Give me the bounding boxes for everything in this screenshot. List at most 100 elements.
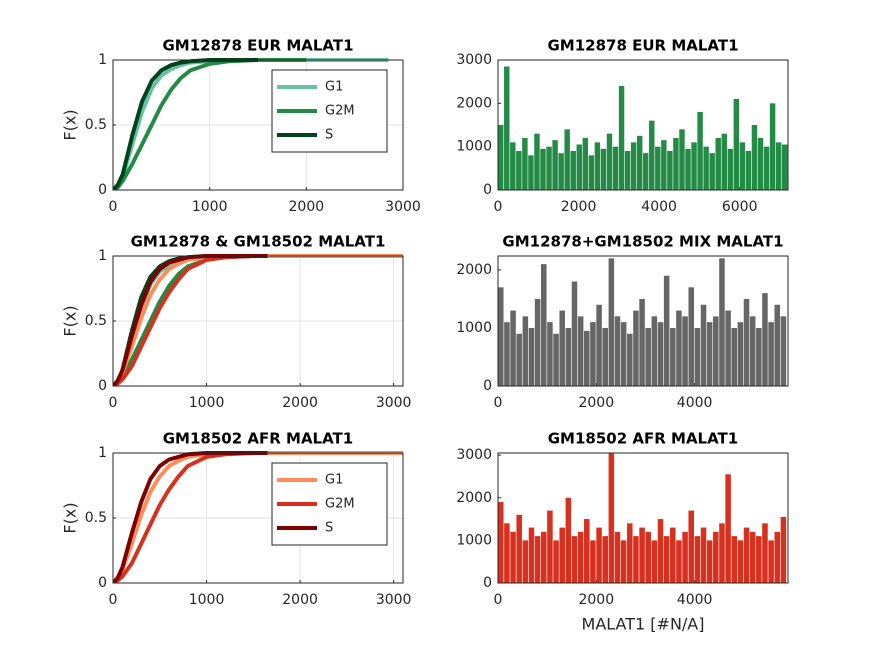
- bar: [558, 153, 564, 190]
- y-tick-label: 3000: [456, 447, 492, 463]
- bar: [594, 142, 601, 190]
- bar: [582, 138, 589, 190]
- subplot: 0 2000 4000 6000 0 1000 2000 3000 GM12878 EUR MA…: [456, 37, 789, 215]
- y-axis-label: F(x): [61, 305, 80, 336]
- bar: [682, 316, 688, 386]
- y-tick-label: 2000: [456, 490, 492, 506]
- bar: [620, 540, 627, 583]
- legend-label: G2M: [325, 104, 355, 119]
- bar: [685, 148, 691, 190]
- y-tick-label: 0: [98, 182, 107, 198]
- axes-frame: [497, 255, 789, 387]
- bar: [498, 125, 504, 190]
- bar: [504, 523, 510, 583]
- bar: [682, 531, 688, 583]
- x-tick-label: 0: [109, 395, 118, 411]
- bar: [639, 298, 645, 386]
- y-tick-label: 1: [98, 248, 107, 264]
- bar: [763, 146, 770, 190]
- legend: G1 G2M S: [271, 462, 388, 546]
- subplot-title: GM12878 & GM18502 MALAT1: [131, 233, 386, 251]
- subplot: 0 2000 4000 0 1000 2000 3000 GM18502 AFR MALAT1…: [456, 430, 789, 634]
- bar: [541, 264, 547, 386]
- bar: [608, 258, 615, 386]
- bar: [606, 133, 613, 190]
- bar: [614, 531, 621, 583]
- bar: [590, 322, 596, 386]
- y-tick-label: 0: [483, 378, 492, 394]
- bar: [627, 523, 633, 583]
- y-tick-label: 1000: [456, 139, 492, 155]
- y-tick-label: 0.5: [85, 313, 107, 329]
- bar: [762, 293, 768, 386]
- bar: [661, 140, 667, 190]
- bar: [706, 322, 713, 386]
- y-tick-label: 0.5: [85, 117, 107, 133]
- bar: [745, 151, 752, 190]
- subplot-title: GM18502 AFR MALAT1: [163, 430, 353, 448]
- bar: [643, 153, 649, 190]
- bar: [649, 120, 655, 190]
- bar: [749, 531, 756, 583]
- bar: [571, 536, 578, 583]
- y-axis-label: F(x): [61, 502, 80, 533]
- bar: [769, 103, 776, 190]
- x-tick-label: 2000: [282, 395, 318, 411]
- bar: [751, 125, 758, 190]
- bar: [516, 514, 522, 583]
- bar: [697, 112, 703, 190]
- bar: [534, 536, 541, 583]
- subplot: 0 1000 2000 3000 0 0.5 1 GM12878 EUR MALAT1 F(x)…: [61, 37, 421, 216]
- bar: [645, 531, 651, 583]
- bar: [553, 540, 559, 583]
- bar: [667, 151, 673, 190]
- bar: [612, 146, 619, 190]
- bar: [774, 531, 781, 583]
- bar: [522, 138, 528, 190]
- x-tick-label: 2000: [289, 199, 325, 215]
- bar: [620, 322, 627, 386]
- bar: [516, 333, 522, 386]
- bar: [688, 287, 694, 386]
- bar: [577, 316, 584, 386]
- bar: [584, 519, 590, 583]
- bar: [522, 540, 529, 583]
- bar: [540, 148, 546, 190]
- bar: [727, 148, 734, 190]
- x-tick-label: 0: [494, 199, 503, 215]
- bar: [565, 497, 572, 583]
- plot-area: [498, 453, 787, 583]
- bar: [498, 287, 504, 386]
- subplot: 0 2000 4000 0 1000 2000 GM12878+GM18502 MIX MA…: [456, 233, 789, 411]
- x-tick-label: 4000: [677, 592, 713, 608]
- subplot-title: GM12878+GM18502 MIX MALAT1: [502, 233, 783, 251]
- bar: [516, 151, 522, 190]
- x-tick-label: 3000: [376, 395, 412, 411]
- bar: [534, 133, 540, 190]
- x-tick-label: 4000: [677, 395, 713, 411]
- bar: [657, 519, 664, 583]
- bar: [596, 304, 602, 386]
- bar: [600, 148, 607, 190]
- bar: [510, 531, 516, 583]
- bar: [596, 527, 602, 583]
- bar: [588, 155, 595, 190]
- x-tick-label: 3000: [376, 592, 412, 608]
- bar: [700, 304, 707, 386]
- y-tick-label: 1: [98, 445, 107, 461]
- y-tick-label: 0: [483, 575, 492, 591]
- bar: [749, 316, 756, 386]
- bar: [504, 66, 510, 190]
- bar: [737, 540, 744, 583]
- bar: [700, 527, 707, 583]
- plot-area: [498, 66, 788, 190]
- x-tick-label: 2000: [578, 395, 614, 411]
- x-tick-label: 1000: [189, 395, 225, 411]
- bar: [633, 310, 639, 386]
- x-tick-label: 6000: [722, 199, 758, 215]
- bar: [547, 510, 553, 583]
- bar: [564, 129, 570, 190]
- bar: [780, 516, 787, 583]
- x-tick-label: 1000: [189, 592, 225, 608]
- bar: [679, 129, 685, 190]
